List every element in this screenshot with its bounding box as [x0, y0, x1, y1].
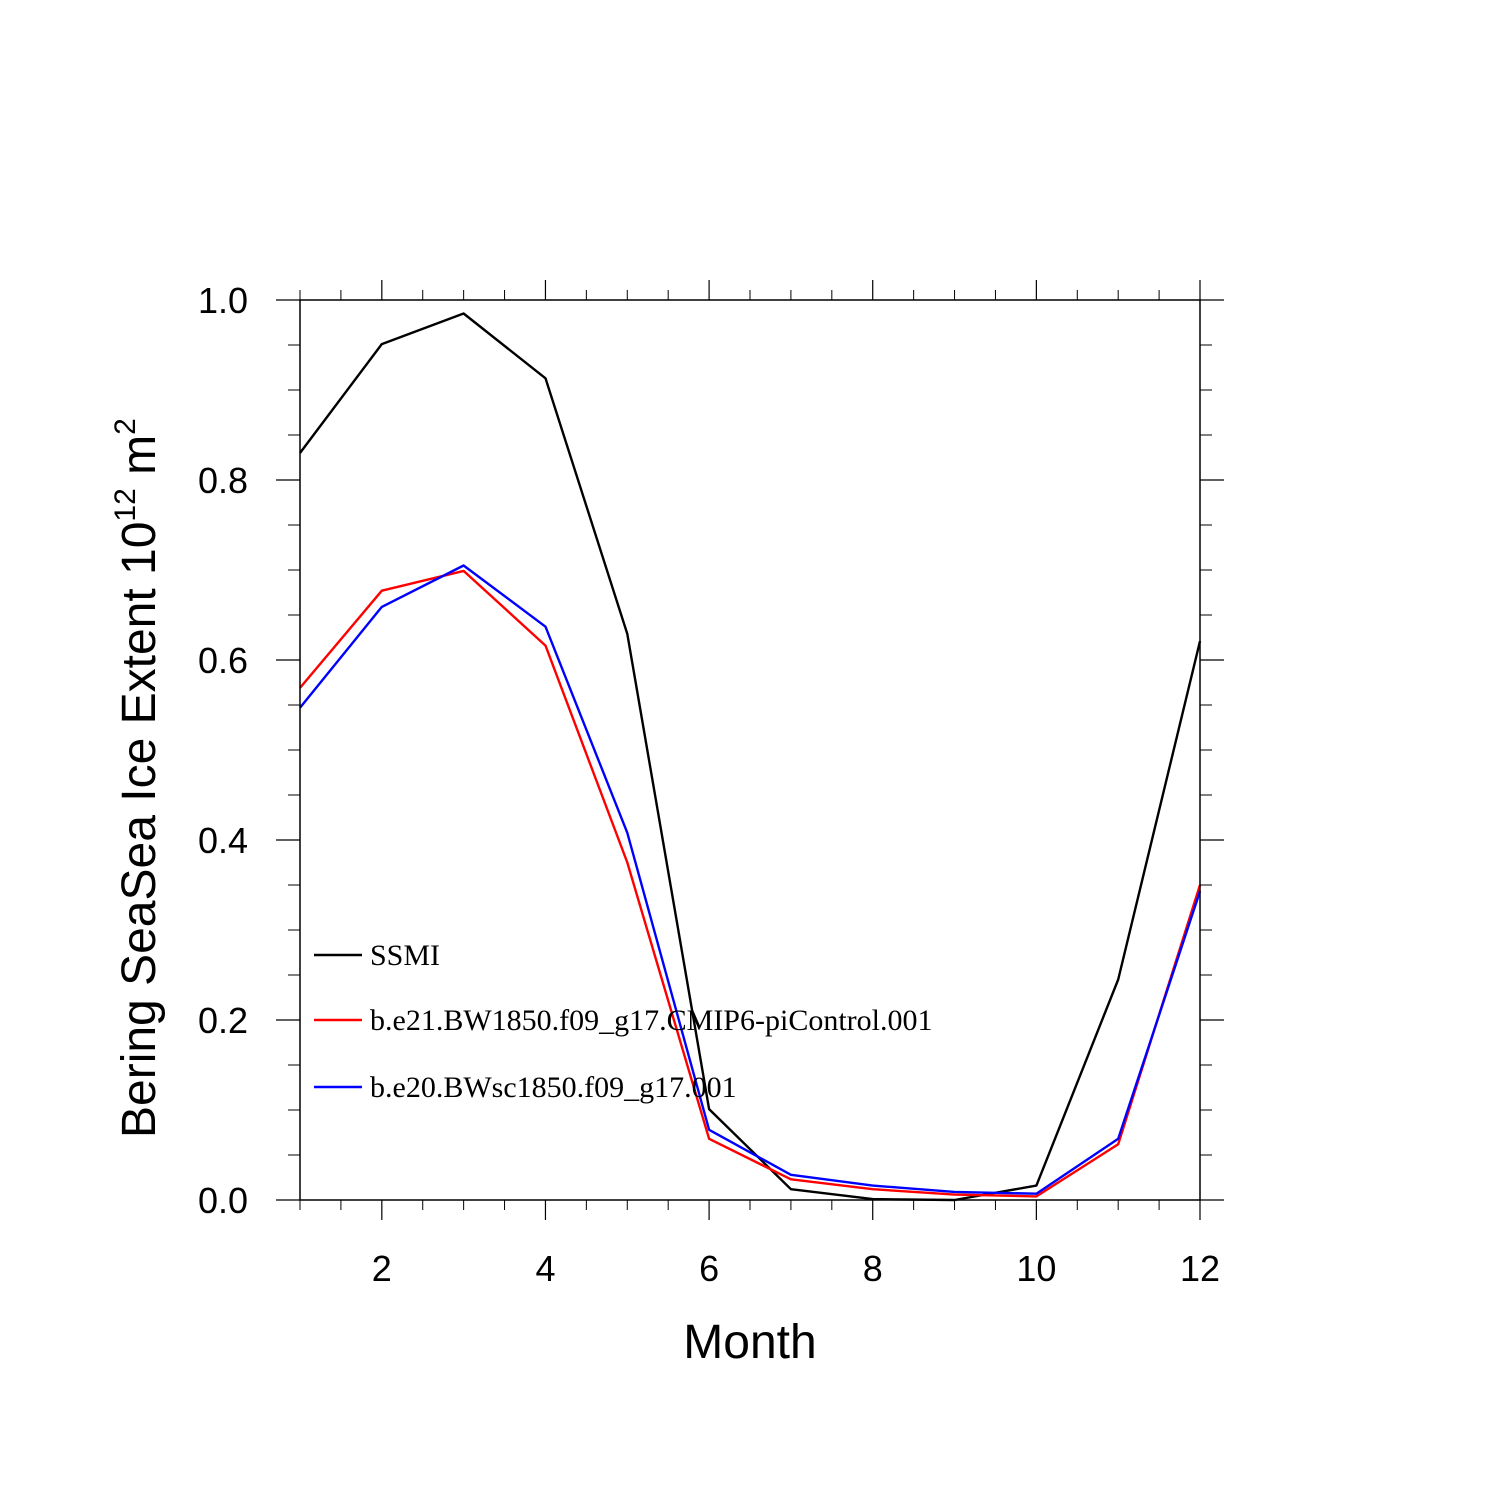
y-axis-title-prefix: Bering SeaSea Ice Extent 10 — [113, 522, 166, 1138]
x-tick-label: 8 — [863, 1248, 883, 1289]
legend-label: SSMI — [370, 939, 440, 972]
y-tick-label: 0.0 — [198, 1180, 248, 1221]
legend: SSMI b.e21.BW1850.f09_g17.CMIP6-piControl… — [314, 939, 933, 1104]
series-line-1 — [299, 312, 1202, 1202]
y-tick-label: 0.4 — [198, 820, 248, 861]
y-tick-label: 0.8 — [198, 460, 248, 501]
series-layer — [299, 312, 1202, 1202]
y-axis-title-unit-exponent: 2 — [109, 418, 142, 435]
series-line-3 — [299, 564, 1202, 1195]
y-axis-title-unit: m — [113, 435, 166, 488]
legend-label: b.e20.BWsc1850.f09_g17.001 — [370, 1071, 737, 1104]
x-tick-label: 4 — [535, 1248, 555, 1289]
y-tick-label: 0.2 — [198, 1000, 248, 1041]
y-tick-label: 1.0 — [198, 280, 248, 321]
y-tick-label: 0.6 — [198, 640, 248, 681]
y-axis-title-exponent: 12 — [109, 488, 142, 521]
axis-ticks — [276, 280, 1224, 1220]
series-line-2 — [299, 569, 1202, 1198]
x-tick-label: 6 — [699, 1248, 719, 1289]
y-axis-title: Bering SeaSea Ice Extent 1012 m2 — [109, 418, 166, 1138]
x-axis-title: Month — [683, 1316, 816, 1369]
legend-label: b.e21.BW1850.f09_g17.CMIP6-piControl.001 — [370, 1004, 933, 1037]
plot-frame — [299, 299, 1201, 1201]
x-tick-label: 2 — [372, 1248, 392, 1289]
x-tick-label: 10 — [1016, 1248, 1056, 1289]
x-tick-label: 12 — [1180, 1248, 1220, 1289]
tick-labels: 2 4 6 8 10 12 0.0 0.2 0.4 0.6 0.8 1.0 — [198, 280, 1220, 1289]
